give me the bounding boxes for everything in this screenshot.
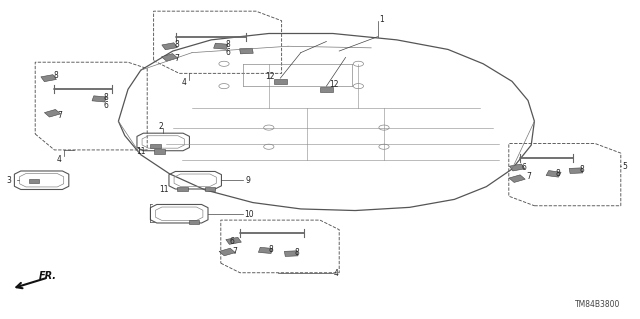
Bar bbox=[274, 79, 287, 84]
Bar bbox=[259, 247, 273, 254]
Text: 7: 7 bbox=[174, 54, 179, 63]
Bar bbox=[284, 251, 298, 256]
Text: 8: 8 bbox=[174, 40, 179, 48]
Text: 8: 8 bbox=[226, 40, 230, 48]
Bar bbox=[509, 164, 525, 171]
Text: 4: 4 bbox=[57, 155, 62, 164]
Text: 8: 8 bbox=[294, 248, 299, 257]
Text: 4: 4 bbox=[182, 78, 187, 87]
Bar bbox=[41, 75, 56, 82]
Text: 11: 11 bbox=[159, 185, 168, 194]
Text: 10: 10 bbox=[244, 210, 254, 219]
Bar bbox=[150, 144, 161, 148]
Bar bbox=[546, 171, 561, 177]
Bar bbox=[162, 43, 177, 50]
Text: 9: 9 bbox=[245, 176, 250, 185]
Text: TM84B3800: TM84B3800 bbox=[575, 300, 621, 309]
Bar bbox=[177, 187, 188, 191]
Text: 4: 4 bbox=[334, 269, 339, 278]
Bar bbox=[569, 168, 583, 174]
Text: 7: 7 bbox=[232, 247, 237, 256]
Text: 8: 8 bbox=[556, 169, 560, 178]
Text: 6: 6 bbox=[229, 237, 234, 246]
Bar bbox=[214, 43, 228, 49]
Bar bbox=[226, 237, 241, 244]
Bar bbox=[239, 48, 253, 54]
Text: 2: 2 bbox=[159, 122, 164, 130]
Text: 8: 8 bbox=[53, 71, 58, 80]
Text: 1: 1 bbox=[379, 15, 383, 24]
Text: 3: 3 bbox=[6, 176, 12, 185]
Text: 11: 11 bbox=[136, 147, 146, 156]
Bar bbox=[92, 96, 106, 102]
Text: 6: 6 bbox=[522, 163, 527, 172]
Text: 7: 7 bbox=[527, 172, 532, 181]
Text: 8: 8 bbox=[579, 165, 584, 174]
Bar bbox=[154, 149, 165, 154]
Text: FR.: FR. bbox=[38, 271, 56, 281]
Text: 8: 8 bbox=[269, 245, 273, 254]
Text: 8: 8 bbox=[104, 93, 108, 102]
Text: 6: 6 bbox=[104, 101, 109, 110]
Text: 12: 12 bbox=[329, 80, 339, 89]
Bar bbox=[44, 109, 61, 117]
Bar bbox=[509, 175, 525, 182]
Text: 7: 7 bbox=[58, 111, 63, 120]
Text: 6: 6 bbox=[226, 48, 231, 57]
Bar bbox=[189, 220, 199, 224]
Bar bbox=[219, 248, 236, 256]
Text: 12: 12 bbox=[266, 72, 275, 81]
Bar bbox=[205, 187, 215, 191]
Text: 5: 5 bbox=[622, 162, 627, 171]
Bar bbox=[161, 54, 178, 61]
Bar bbox=[29, 179, 39, 183]
Bar bbox=[320, 87, 333, 92]
